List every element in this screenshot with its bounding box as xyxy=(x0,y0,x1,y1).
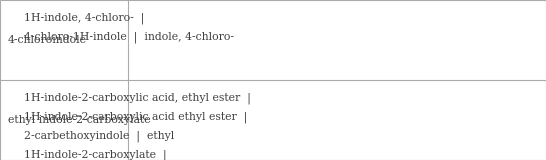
Text: 4-chloro-1H-indole  |  indole, 4-chloro-: 4-chloro-1H-indole | indole, 4-chloro- xyxy=(25,32,234,43)
Text: 4-chloroindole: 4-chloroindole xyxy=(8,35,87,45)
Text: 1H-indole, 4-chloro-  |: 1H-indole, 4-chloro- | xyxy=(25,13,145,24)
Text: 1H-indole-2-carboxylic acid ethyl ester  |: 1H-indole-2-carboxylic acid ethyl ester … xyxy=(25,112,248,123)
Text: 1H-indole-2-carboxylic acid, ethyl ester  |: 1H-indole-2-carboxylic acid, ethyl ester… xyxy=(25,93,251,104)
Text: 2-carbethoxyindole  |  ethyl: 2-carbethoxyindole | ethyl xyxy=(25,131,175,142)
Text: ethyl indole-2-carboxylate: ethyl indole-2-carboxylate xyxy=(8,115,150,125)
Text: 1H-indole-2-carboxylate  |: 1H-indole-2-carboxylate | xyxy=(25,149,167,160)
